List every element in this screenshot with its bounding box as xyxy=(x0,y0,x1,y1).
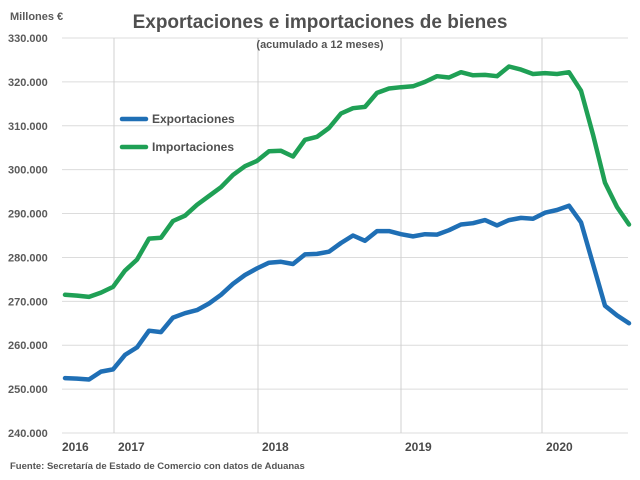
y-tick-label: 320.000 xyxy=(8,77,48,89)
x-tick-label: 2019 xyxy=(405,440,432,454)
y-tick-label: 250.000 xyxy=(8,384,48,396)
y-tick-label: 240.000 xyxy=(8,428,48,440)
horizontal-gridlines xyxy=(62,37,628,434)
y-tick-label: 300.000 xyxy=(8,165,48,177)
y-axis-unit-label: Millones € xyxy=(10,11,63,23)
y-tick-label: 310.000 xyxy=(8,121,48,133)
series-lines xyxy=(62,64,632,382)
x-tick-label: 2016 xyxy=(62,440,89,454)
x-axis-tick-labels: 2016 2017 2018 2019 2020 xyxy=(62,440,573,454)
series-line-importaciones xyxy=(62,64,632,300)
legend: Exportaciones Importaciones xyxy=(119,112,235,154)
chart-title: Exportaciones e importaciones de bienes xyxy=(133,12,508,33)
source-note: Fuente: Secretaría de Estado de Comercio… xyxy=(10,461,305,472)
y-tick-label: 260.000 xyxy=(8,340,48,352)
legend-label-importaciones: Importaciones xyxy=(152,140,234,154)
y-tick-label: 280.000 xyxy=(8,252,48,264)
y-tick-label: 270.000 xyxy=(8,296,48,308)
y-axis-tick-labels: 330.000 320.000 310.000 300.000 290.000 280.0… xyxy=(8,33,48,440)
x-tick-label: 2017 xyxy=(118,440,145,454)
y-tick-label: 330.000 xyxy=(8,33,48,45)
chart-subtitle: (acumulado a 12 meses) xyxy=(256,39,384,51)
x-tick-label: 2018 xyxy=(262,440,289,454)
series-line-exportaciones xyxy=(62,203,632,382)
vertical-year-lines xyxy=(113,38,543,433)
x-tick-label: 2020 xyxy=(546,440,573,454)
legend-label-exportaciones: Exportaciones xyxy=(152,112,235,126)
y-tick-label: 290.000 xyxy=(8,209,48,221)
